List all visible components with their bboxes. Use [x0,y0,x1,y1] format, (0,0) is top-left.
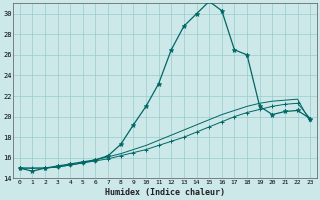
X-axis label: Humidex (Indice chaleur): Humidex (Indice chaleur) [105,188,225,197]
